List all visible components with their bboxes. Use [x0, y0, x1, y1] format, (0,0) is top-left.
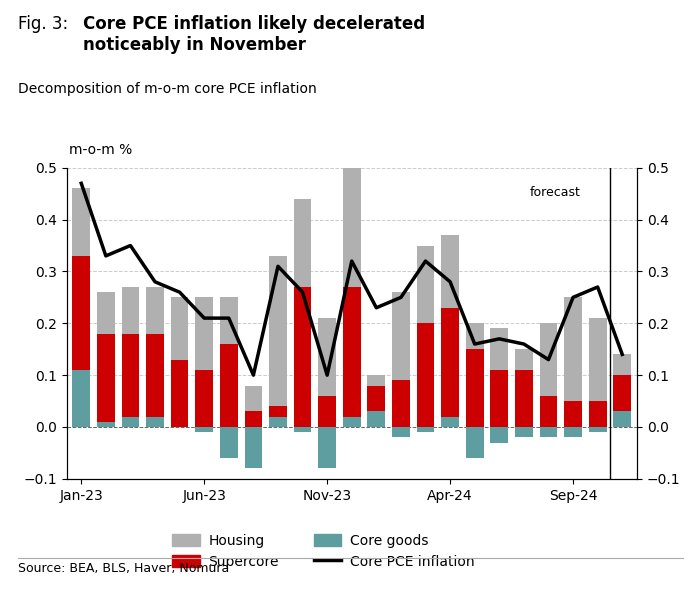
- Bar: [343, 417, 360, 427]
- Bar: [613, 354, 631, 375]
- Bar: [491, 370, 508, 427]
- Bar: [269, 417, 287, 427]
- Bar: [392, 381, 410, 427]
- Bar: [220, 344, 237, 427]
- Bar: [294, 427, 312, 432]
- Bar: [392, 292, 410, 381]
- Bar: [613, 375, 631, 411]
- Bar: [171, 297, 188, 359]
- Bar: [244, 427, 262, 468]
- Bar: [368, 386, 385, 411]
- Bar: [195, 427, 213, 432]
- Text: forecast: forecast: [530, 186, 580, 199]
- Bar: [441, 307, 459, 417]
- Bar: [343, 162, 360, 287]
- Bar: [97, 422, 115, 427]
- Text: Source: BEA, BLS, Haver, Nomura: Source: BEA, BLS, Haver, Nomura: [18, 562, 229, 575]
- Bar: [564, 297, 582, 401]
- Bar: [72, 188, 90, 256]
- Bar: [540, 323, 557, 396]
- Text: Fig. 3:: Fig. 3:: [18, 15, 78, 34]
- Bar: [146, 287, 164, 334]
- Bar: [294, 199, 312, 287]
- Bar: [491, 328, 508, 370]
- Bar: [589, 427, 606, 432]
- Bar: [466, 349, 484, 427]
- Bar: [146, 417, 164, 427]
- Text: m-o-m %: m-o-m %: [69, 143, 132, 157]
- Bar: [441, 235, 459, 307]
- Bar: [72, 370, 90, 427]
- Bar: [589, 401, 606, 427]
- Bar: [613, 411, 631, 427]
- Bar: [244, 411, 262, 427]
- Bar: [515, 370, 533, 427]
- Bar: [564, 401, 582, 427]
- Bar: [97, 334, 115, 422]
- Bar: [540, 396, 557, 427]
- Bar: [466, 427, 484, 458]
- Bar: [416, 323, 435, 427]
- Bar: [220, 297, 237, 344]
- Bar: [368, 375, 385, 386]
- Bar: [491, 427, 508, 443]
- Bar: [146, 334, 164, 417]
- Bar: [416, 245, 435, 323]
- Bar: [416, 427, 435, 432]
- Bar: [97, 292, 115, 334]
- Bar: [72, 256, 90, 370]
- Bar: [540, 427, 557, 437]
- Text: Decomposition of m-o-m core PCE inflation: Decomposition of m-o-m core PCE inflatio…: [18, 82, 316, 96]
- Bar: [441, 417, 459, 427]
- Bar: [122, 287, 139, 334]
- Bar: [122, 334, 139, 417]
- Bar: [318, 318, 336, 396]
- Bar: [318, 427, 336, 468]
- Bar: [515, 349, 533, 370]
- Bar: [244, 386, 262, 411]
- Bar: [564, 427, 582, 437]
- Bar: [195, 370, 213, 427]
- Bar: [466, 323, 484, 349]
- Bar: [368, 411, 385, 427]
- Bar: [122, 417, 139, 427]
- Bar: [392, 427, 410, 437]
- Bar: [343, 287, 360, 417]
- Bar: [294, 287, 312, 427]
- Bar: [269, 406, 287, 417]
- Bar: [171, 359, 188, 427]
- Bar: [220, 427, 237, 458]
- Bar: [589, 318, 606, 401]
- Bar: [195, 297, 213, 370]
- Bar: [515, 427, 533, 437]
- Bar: [318, 396, 336, 427]
- Text: Core PCE inflation likely decelerated
noticeably in November: Core PCE inflation likely decelerated no…: [83, 15, 425, 54]
- Legend: Housing, Supercore, Core goods, Core PCE inflation: Housing, Supercore, Core goods, Core PCE…: [172, 534, 475, 569]
- Bar: [269, 256, 287, 406]
